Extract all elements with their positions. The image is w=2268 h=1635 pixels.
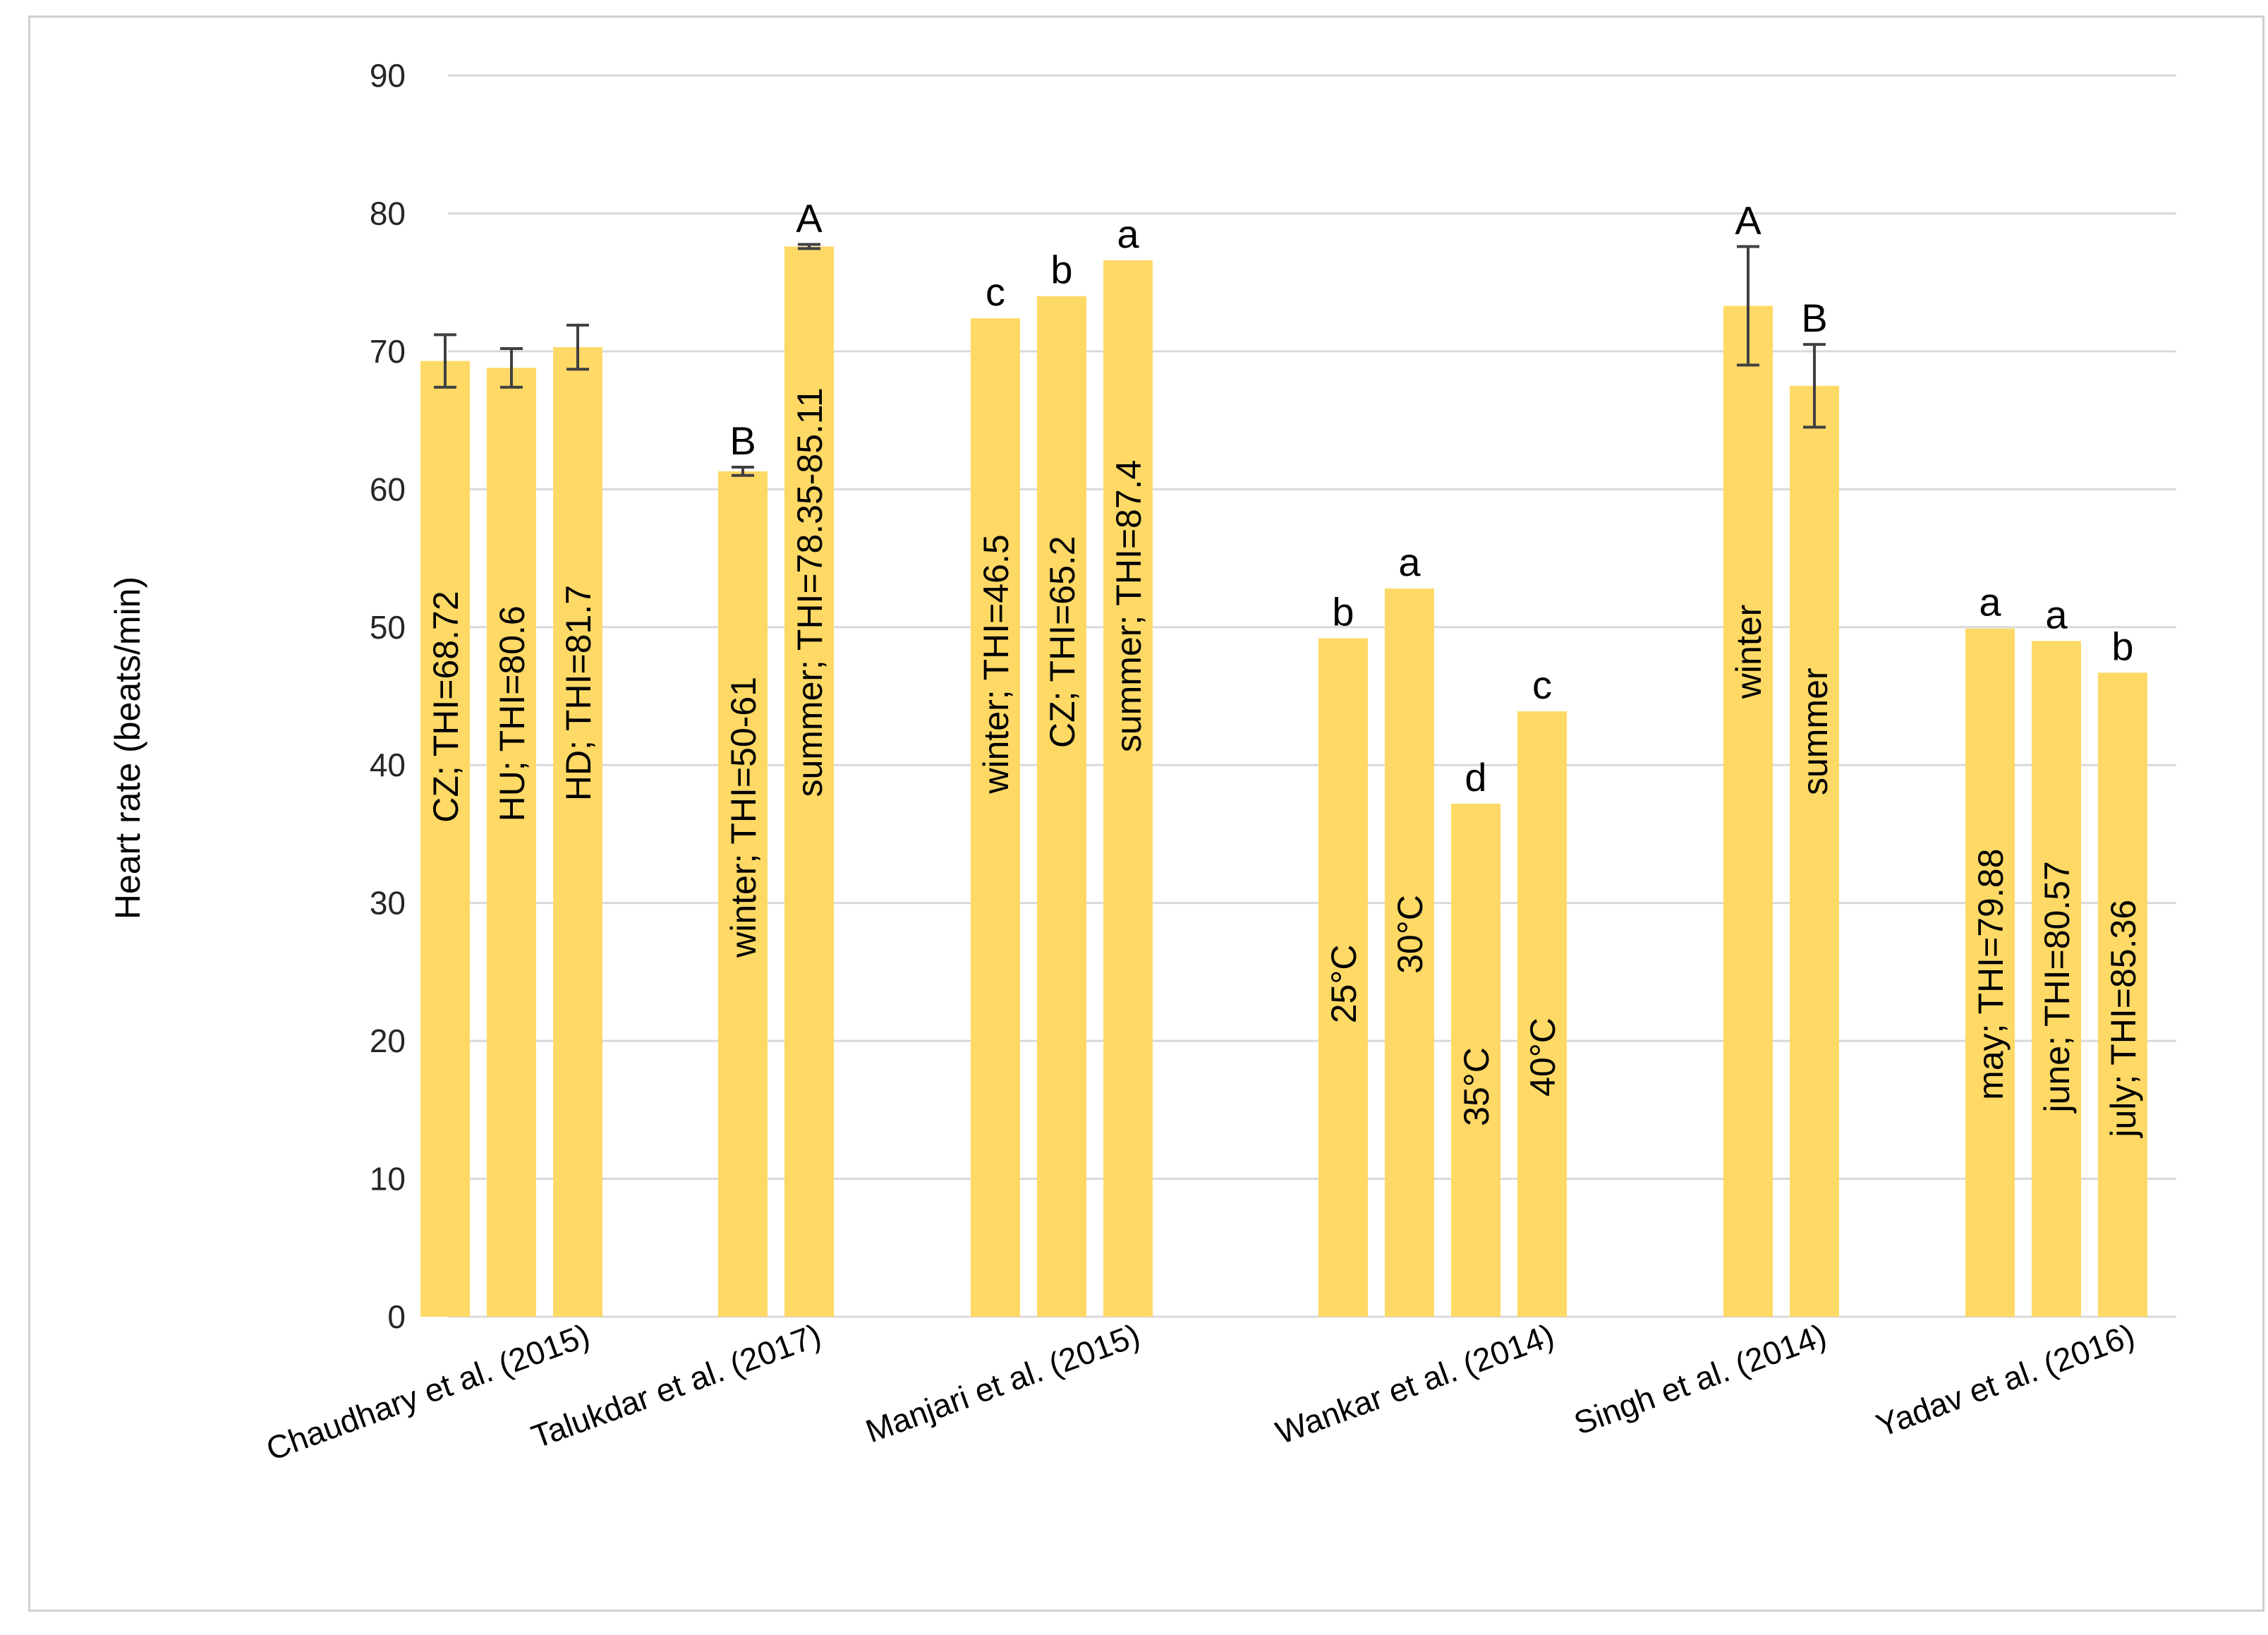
bar-label: CZ; THI=68.72 [426,591,466,822]
bar [1318,638,1368,1317]
bar [1451,803,1500,1317]
bar [1723,306,1773,1317]
x-group-label: Manjari et al. (2015) [861,1317,1144,1450]
bar-label: 40°C [1523,1018,1563,1097]
y-tick-label: 60 [370,471,406,507]
bar-label: winter; THI=50-61 [724,677,763,958]
bar-label: 30°C [1390,895,1430,974]
y-axis: 0 10 20 30 40 50 60 70 80 90 [370,57,406,1335]
bar [2032,641,2081,1317]
bar-labels: CZ; THI=68.72 HU; THI=80.6 HD; THI=81.7 win… [426,387,2143,1139]
significance-letter: B [1801,296,1827,340]
y-tick-label: 80 [370,195,406,231]
significance-letter: c [1532,663,1552,707]
y-tick-label: 30 [370,885,406,922]
bar-label: winter; THI=46.5 [976,534,1016,794]
bar-label: june; THI=80.57 [2037,861,2077,1114]
bar-label: CZ; THI=65.2 [1043,536,1082,748]
bar [1517,711,1567,1317]
bar-label: summer; THI=78.35-85.11 [790,387,830,797]
bar-label: summer; THI=87.4 [1109,460,1148,753]
y-tick-label: 20 [370,1022,406,1059]
significance-letter: a [2045,592,2068,636]
bar [1037,296,1086,1317]
significance-letter: a [1117,212,1139,256]
y-tick-label: 70 [370,333,406,370]
bar-label: may; THI=79.88 [1971,849,2011,1100]
bar-label: HU; THI=80.6 [492,605,532,821]
significance-letter: B [729,418,756,463]
bar-label: winter [1729,605,1769,699]
bar-label: summer [1795,668,1835,795]
x-group-label: Singh et al. (2014) [1569,1317,1831,1442]
significance-letter: A [796,195,823,240]
significance-letter: b [1050,248,1072,292]
significance-letter: d [1465,755,1486,800]
bars [420,246,2147,1317]
bar [1385,589,1434,1317]
bar [1790,385,1839,1317]
error-bars [434,243,1826,477]
bar-label: july; THI=85.36 [2104,900,2143,1139]
x-group-label: Yadav et al. (2016) [1872,1317,2140,1444]
significance-letter: A [1735,198,1761,242]
significance-letter: b [1332,589,1354,634]
bar [1103,260,1153,1317]
y-tick-label: 90 [370,57,406,94]
significance-letter: c [986,270,1005,314]
bar-label: 25°C [1324,945,1364,1024]
bar [2098,672,2147,1317]
bar [718,471,768,1317]
bar [420,361,470,1317]
bar [971,318,1020,1317]
significance-letter: a [1398,540,1421,584]
x-axis-group-labels: Chaudhary et al. (2015)Talukdar et al. (… [261,1317,2139,1468]
bar-label: 35°C [1457,1047,1496,1126]
bar [487,368,536,1317]
bar [553,347,602,1317]
gridlines [448,74,2176,1318]
y-tick-label: 10 [370,1161,406,1197]
bar-label: HD; THI=81.7 [559,585,598,801]
y-tick-label: 50 [370,609,406,646]
x-group-label: Wankar et al. (2014) [1271,1317,1559,1452]
bar [784,246,834,1317]
significance-letter: b [2111,624,2133,668]
y-axis-title: Heart rate (beats/min) [108,577,147,919]
y-tick-label: 40 [370,747,406,783]
y-tick-label: 0 [387,1298,406,1335]
significance-letter: a [1979,580,2001,625]
bar [1965,628,2015,1317]
